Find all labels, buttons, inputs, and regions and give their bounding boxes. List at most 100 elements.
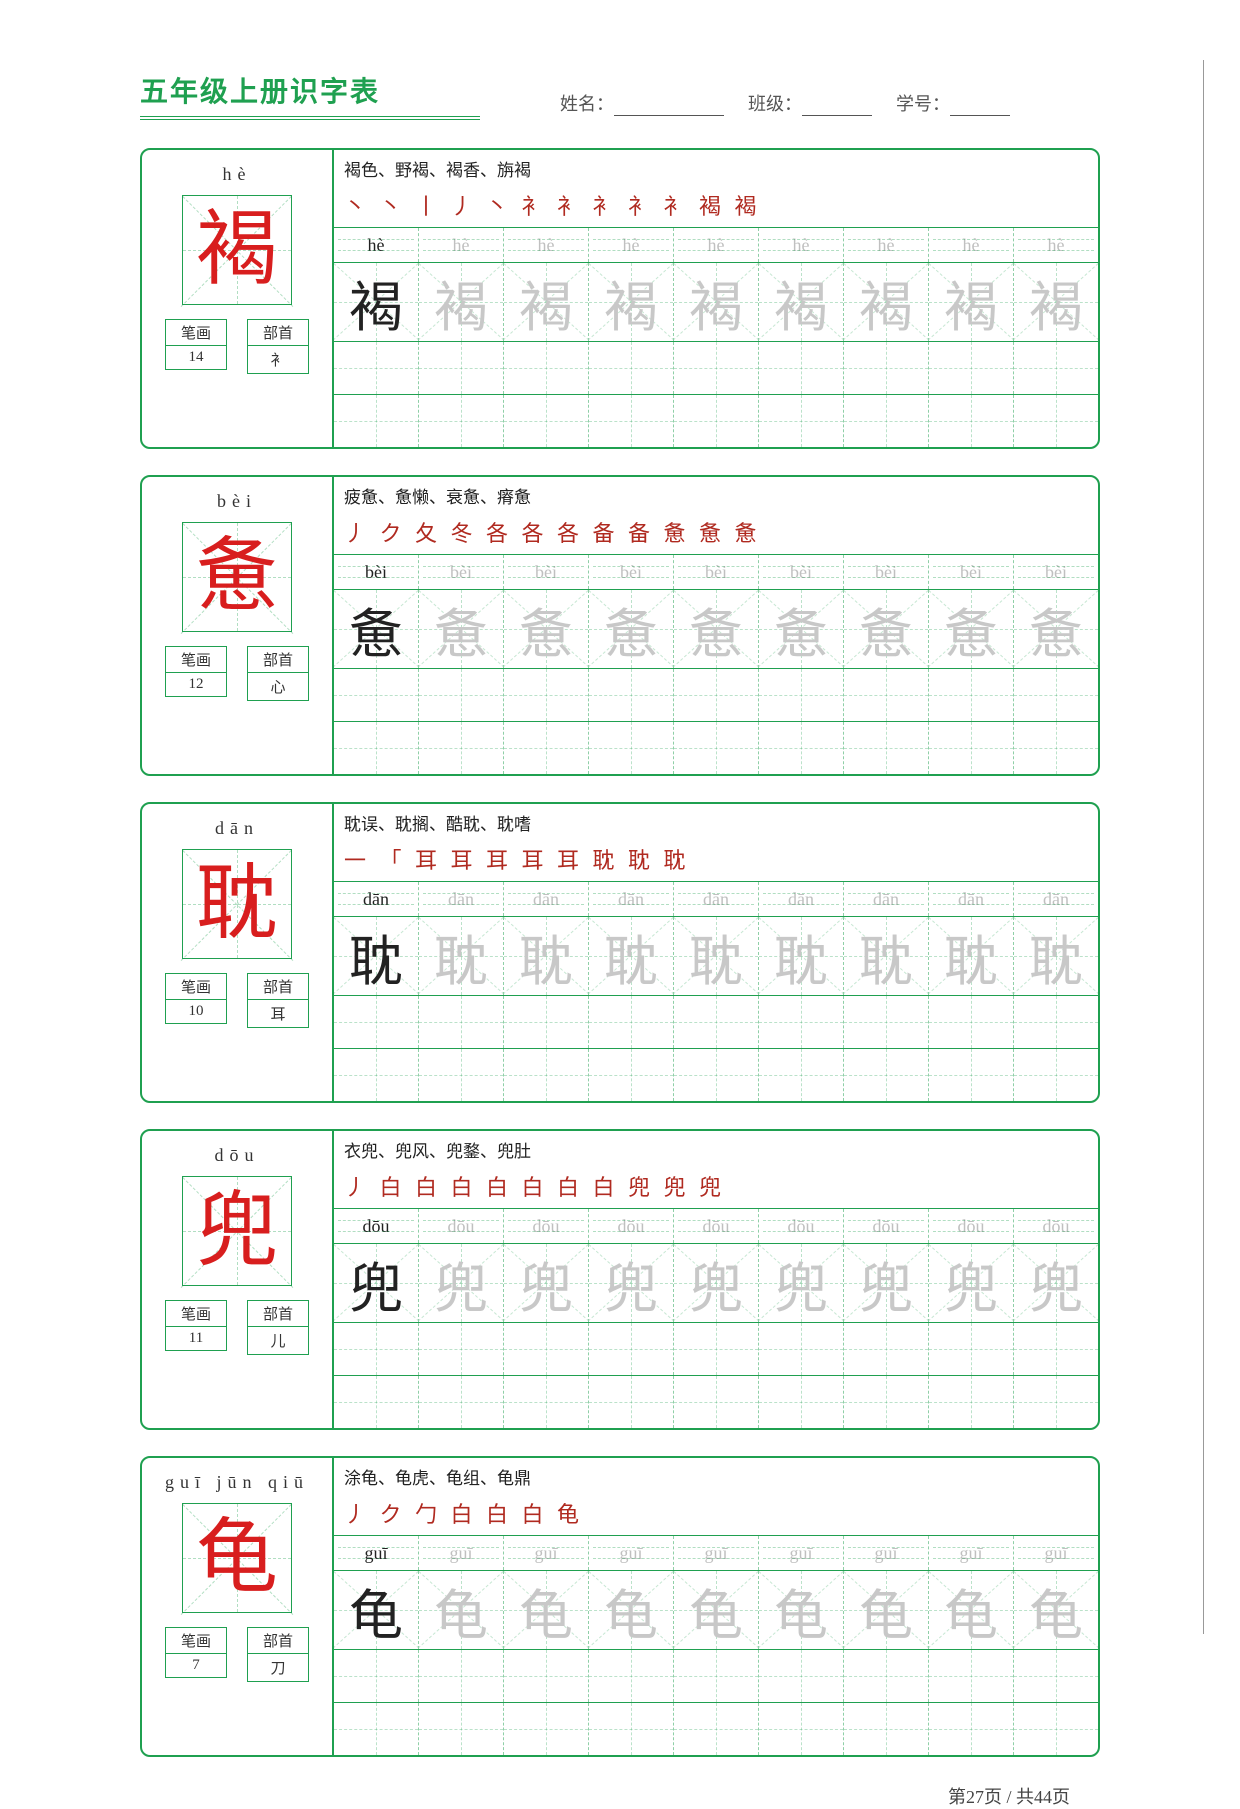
char-cell[interactable]: 惫	[419, 590, 504, 668]
char-cell[interactable]: 惫	[674, 590, 759, 668]
blank-cell[interactable]	[674, 1650, 759, 1702]
blank-cell[interactable]	[589, 1703, 674, 1755]
char-cell[interactable]: 兜	[589, 1244, 674, 1322]
char-cell[interactable]: 惫	[1014, 590, 1098, 668]
pinyin-cell[interactable]: dān	[674, 882, 759, 916]
blank-cell[interactable]	[674, 1376, 759, 1428]
blank-cell[interactable]	[844, 1650, 929, 1702]
char-cell[interactable]: 褐	[589, 263, 674, 341]
pinyin-cell[interactable]: guī	[589, 1536, 674, 1570]
char-cell[interactable]: 惫	[929, 590, 1014, 668]
char-cell[interactable]: 褐	[419, 263, 504, 341]
char-cell[interactable]: 兜	[759, 1244, 844, 1322]
pinyin-cell[interactable]: bèi	[929, 555, 1014, 589]
blank-cell[interactable]	[674, 996, 759, 1048]
blank-cell[interactable]	[929, 722, 1014, 774]
pinyin-cell[interactable]: dān	[929, 882, 1014, 916]
pinyin-cell[interactable]: dōu	[1014, 1209, 1098, 1243]
blank-cell[interactable]	[504, 1703, 589, 1755]
blank-cell[interactable]	[844, 395, 929, 447]
char-cell[interactable]: 惫	[844, 590, 929, 668]
blank-cell[interactable]	[589, 669, 674, 721]
pinyin-cell[interactable]: hè	[844, 228, 929, 262]
blank-cell[interactable]	[1014, 1703, 1098, 1755]
pinyin-cell[interactable]: dān	[759, 882, 844, 916]
char-cell[interactable]: 耽	[759, 917, 844, 995]
blank-cell[interactable]	[334, 395, 419, 447]
pinyin-cell[interactable]: dān	[844, 882, 929, 916]
blank-cell[interactable]	[1014, 669, 1098, 721]
blank-cell[interactable]	[929, 996, 1014, 1048]
pinyin-cell[interactable]: dān	[504, 882, 589, 916]
pinyin-cell[interactable]: dān	[419, 882, 504, 916]
blank-cell[interactable]	[1014, 342, 1098, 394]
blank-cell[interactable]	[334, 1049, 419, 1101]
blank-cell[interactable]	[504, 669, 589, 721]
blank-cell[interactable]	[504, 395, 589, 447]
char-cell[interactable]: 兜	[504, 1244, 589, 1322]
blank-cell[interactable]	[589, 395, 674, 447]
char-cell[interactable]: 龟	[419, 1571, 504, 1649]
char-cell[interactable]: 褐	[759, 263, 844, 341]
char-cell[interactable]: 褐	[844, 263, 929, 341]
blank-cell[interactable]	[929, 1703, 1014, 1755]
blank-cell[interactable]	[759, 1376, 844, 1428]
pinyin-cell[interactable]: guī	[419, 1536, 504, 1570]
blank-cell[interactable]	[674, 342, 759, 394]
blank-cell[interactable]	[674, 1049, 759, 1101]
pinyin-cell[interactable]: guī	[1014, 1536, 1098, 1570]
pinyin-cell[interactable]: bèi	[759, 555, 844, 589]
pinyin-cell[interactable]: dōu	[674, 1209, 759, 1243]
blank-cell[interactable]	[929, 669, 1014, 721]
blank-cell[interactable]	[1014, 395, 1098, 447]
blank-cell[interactable]	[589, 1323, 674, 1375]
blank-cell[interactable]	[419, 1703, 504, 1755]
blank-cell[interactable]	[1014, 1376, 1098, 1428]
blank-cell[interactable]	[419, 395, 504, 447]
blank-cell[interactable]	[674, 1323, 759, 1375]
blank-cell[interactable]	[419, 1650, 504, 1702]
blank-cell[interactable]	[419, 1323, 504, 1375]
char-cell[interactable]: 褐	[929, 263, 1014, 341]
blank-cell[interactable]	[1014, 1049, 1098, 1101]
pinyin-cell[interactable]: guī	[674, 1536, 759, 1570]
pinyin-cell[interactable]: bèi	[504, 555, 589, 589]
char-cell[interactable]: 兜	[419, 1244, 504, 1322]
blank-cell[interactable]	[419, 722, 504, 774]
blank-cell[interactable]	[589, 1376, 674, 1428]
blank-cell[interactable]	[504, 1376, 589, 1428]
pinyin-cell[interactable]: dōu	[759, 1209, 844, 1243]
blank-cell[interactable]	[504, 1049, 589, 1101]
class-blank[interactable]	[802, 96, 872, 116]
blank-cell[interactable]	[929, 1323, 1014, 1375]
blank-cell[interactable]	[589, 342, 674, 394]
char-cell[interactable]: 耽	[929, 917, 1014, 995]
blank-cell[interactable]	[419, 1049, 504, 1101]
name-blank[interactable]	[614, 96, 724, 116]
blank-cell[interactable]	[504, 1650, 589, 1702]
pinyin-cell[interactable]: bèi	[1014, 555, 1098, 589]
pinyin-cell[interactable]: dōu	[504, 1209, 589, 1243]
blank-cell[interactable]	[419, 342, 504, 394]
char-cell[interactable]: 龟	[589, 1571, 674, 1649]
blank-cell[interactable]	[334, 722, 419, 774]
char-cell[interactable]: 兜	[844, 1244, 929, 1322]
char-cell[interactable]: 惫	[759, 590, 844, 668]
blank-cell[interactable]	[589, 996, 674, 1048]
pinyin-cell[interactable]: dān	[1014, 882, 1098, 916]
blank-cell[interactable]	[759, 1049, 844, 1101]
char-cell[interactable]: 龟	[844, 1571, 929, 1649]
pinyin-cell[interactable]: bèi	[589, 555, 674, 589]
blank-cell[interactable]	[844, 1703, 929, 1755]
blank-cell[interactable]	[759, 1703, 844, 1755]
blank-cell[interactable]	[844, 996, 929, 1048]
char-cell[interactable]: 惫	[504, 590, 589, 668]
blank-cell[interactable]	[419, 996, 504, 1048]
char-cell[interactable]: 褐	[1014, 263, 1098, 341]
blank-cell[interactable]	[589, 722, 674, 774]
blank-cell[interactable]	[334, 1703, 419, 1755]
blank-cell[interactable]	[759, 996, 844, 1048]
pinyin-cell[interactable]: guī	[929, 1536, 1014, 1570]
char-cell[interactable]: 龟	[504, 1571, 589, 1649]
pinyin-cell[interactable]: bèi	[419, 555, 504, 589]
